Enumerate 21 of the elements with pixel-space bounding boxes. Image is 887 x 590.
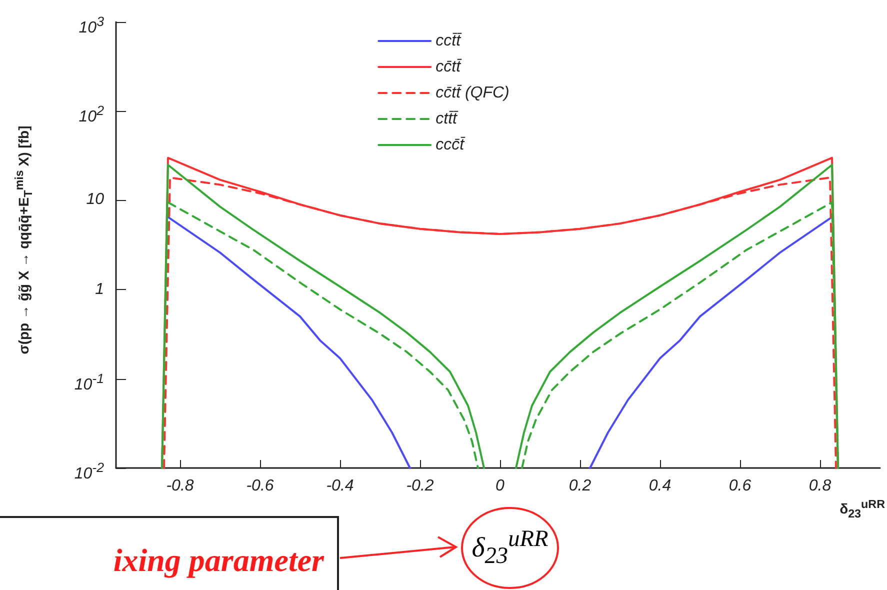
x-tick-label: -0.2 xyxy=(406,478,434,494)
legend-label: ctt̄t̄ xyxy=(436,110,459,128)
x-tick-label: 0.4 xyxy=(648,478,672,494)
y-tick-label: 10$^{-2}$ xyxy=(74,459,104,484)
x-tick-label: -0.8 xyxy=(166,478,194,494)
text: ixing parameter xyxy=(113,542,325,578)
x-tick-label: 0.2 xyxy=(568,478,592,494)
y-tick-label: 10$^{2}$ xyxy=(78,102,104,128)
x-tick-label: 0.8 xyxy=(808,478,832,494)
y-tick-label: 10$^{-1}$ xyxy=(74,370,104,396)
y-tick-label: 10 xyxy=(86,190,104,210)
y-tick-label: 1 xyxy=(95,280,104,300)
x-tick-label: -0.6 xyxy=(246,478,274,494)
x-tick-label: 0 xyxy=(496,478,505,494)
x-tick-label: -0.4 xyxy=(326,478,354,494)
legend-label: ccc̄t̄ xyxy=(436,136,466,154)
legend-label: cc̄tt̄ (QFC) xyxy=(436,84,510,102)
y-tick-label: 10$^{3}$ xyxy=(78,13,104,38)
legend-label: cc̄tt̄ xyxy=(436,58,462,76)
x-tick-label: 0.6 xyxy=(728,478,752,494)
legend-label: cct̄t̄ xyxy=(436,32,462,50)
